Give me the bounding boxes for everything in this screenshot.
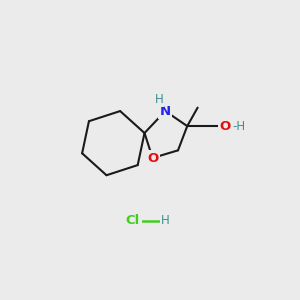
Text: H: H [161, 214, 170, 227]
Text: O: O [147, 152, 159, 165]
Text: -H: -H [232, 120, 245, 133]
Text: O: O [220, 120, 231, 133]
Text: H: H [154, 93, 163, 106]
Text: N: N [160, 105, 171, 118]
Text: Cl: Cl [126, 214, 140, 227]
